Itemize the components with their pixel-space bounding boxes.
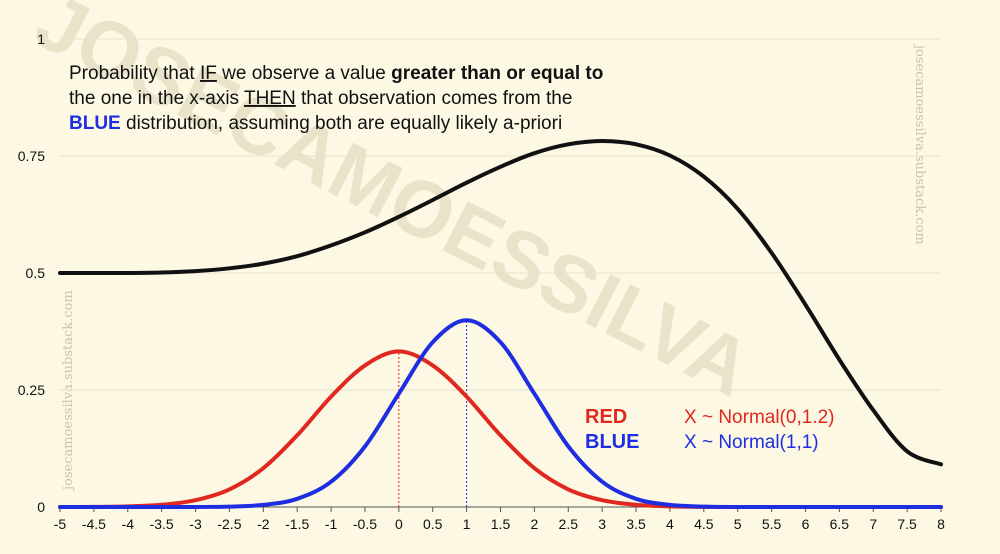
y-tick-label: 0.75 <box>18 148 45 164</box>
x-tick-label: 1.5 <box>491 516 511 532</box>
legend-red-name: RED <box>585 406 627 428</box>
chart-title: Probability that IF we observe a value g… <box>69 63 603 134</box>
x-tick-label: 6 <box>802 516 810 532</box>
x-tick-label: 3.5 <box>626 516 646 532</box>
title-segment: Probability that <box>69 63 200 84</box>
x-tick-label: -3.5 <box>150 516 174 532</box>
y-tick-label: 0.5 <box>26 265 46 281</box>
x-tick-label: -1.5 <box>285 516 309 532</box>
x-tick-label: 8 <box>937 516 945 532</box>
title-segment: greater than or equal to <box>391 63 603 84</box>
title-segment: IF <box>200 63 217 84</box>
legend-blue-label: X ~ Normal(1,1) <box>684 432 819 453</box>
title-segment: THEN <box>244 88 296 109</box>
series-line-red <box>58 349 943 510</box>
x-tick-label: 6.5 <box>830 516 850 532</box>
x-tick-label: -2 <box>257 516 270 532</box>
title-segment: that observation comes from the <box>296 88 573 109</box>
x-tick-label: 4.5 <box>694 516 714 532</box>
y-tick-label: 0 <box>37 499 45 515</box>
x-tick-label: 2 <box>530 516 538 532</box>
title-segment: we observe a value <box>217 63 391 84</box>
y-tick-label: 1 <box>37 31 45 47</box>
series-lines <box>58 139 943 510</box>
title-line: the one in the x-axis THEN that observat… <box>69 88 572 109</box>
title-segment: BLUE <box>69 113 121 134</box>
reference-lines <box>398 320 468 507</box>
x-tick-label: 1 <box>463 516 471 532</box>
x-tick-label: 2.5 <box>559 516 579 532</box>
series-line-prob <box>58 139 943 467</box>
title-line: BLUE distribution, assuming both are equ… <box>69 113 562 134</box>
x-tick-label: 7.5 <box>897 516 917 532</box>
axes: 0 0.25 0.5 0.75 1 -5 -4.5 -4 -3.5 -3 -2.5 -2 -1.5 -1-… <box>18 31 945 532</box>
x-tick-label: 0 <box>395 516 403 532</box>
x-tick-label: -4.5 <box>82 516 106 532</box>
x-tick-label: -1 <box>325 516 338 532</box>
watermark-side-left: josecamoessilva.substack.com <box>61 290 76 492</box>
x-tick-label: -0.5 <box>353 516 377 532</box>
title-segment: distribution, assuming both are equally … <box>121 113 562 134</box>
gridlines <box>60 38 941 391</box>
series-line-blue <box>58 318 943 510</box>
legend-red-label: X ~ Normal(0,1.2) <box>684 407 834 428</box>
x-tick-label: 5.5 <box>762 516 782 532</box>
legend: RED X ~ Normal(0,1.2) BLUE X ~ Normal(1,… <box>585 406 834 453</box>
x-tick-label: 3 <box>598 516 606 532</box>
title-line: Probability that IF we observe a value g… <box>69 63 603 84</box>
x-tick-label: -2.5 <box>217 516 241 532</box>
y-tick-label: 0.25 <box>18 382 45 398</box>
watermark-side-right: josecamoessilva.substack.com <box>912 43 927 245</box>
x-tick-label: 5 <box>734 516 742 532</box>
x-tick-label: -4 <box>122 516 135 532</box>
legend-blue-name: BLUE <box>585 431 639 453</box>
title-segment: the one in the x-axis <box>69 88 244 109</box>
x-tick-label: 7 <box>869 516 877 532</box>
x-tick-label: 4 <box>666 516 674 532</box>
x-tick-label: -5 <box>54 516 67 532</box>
x-tick-label: -3 <box>189 516 202 532</box>
x-tick-label: 0.5 <box>423 516 443 532</box>
